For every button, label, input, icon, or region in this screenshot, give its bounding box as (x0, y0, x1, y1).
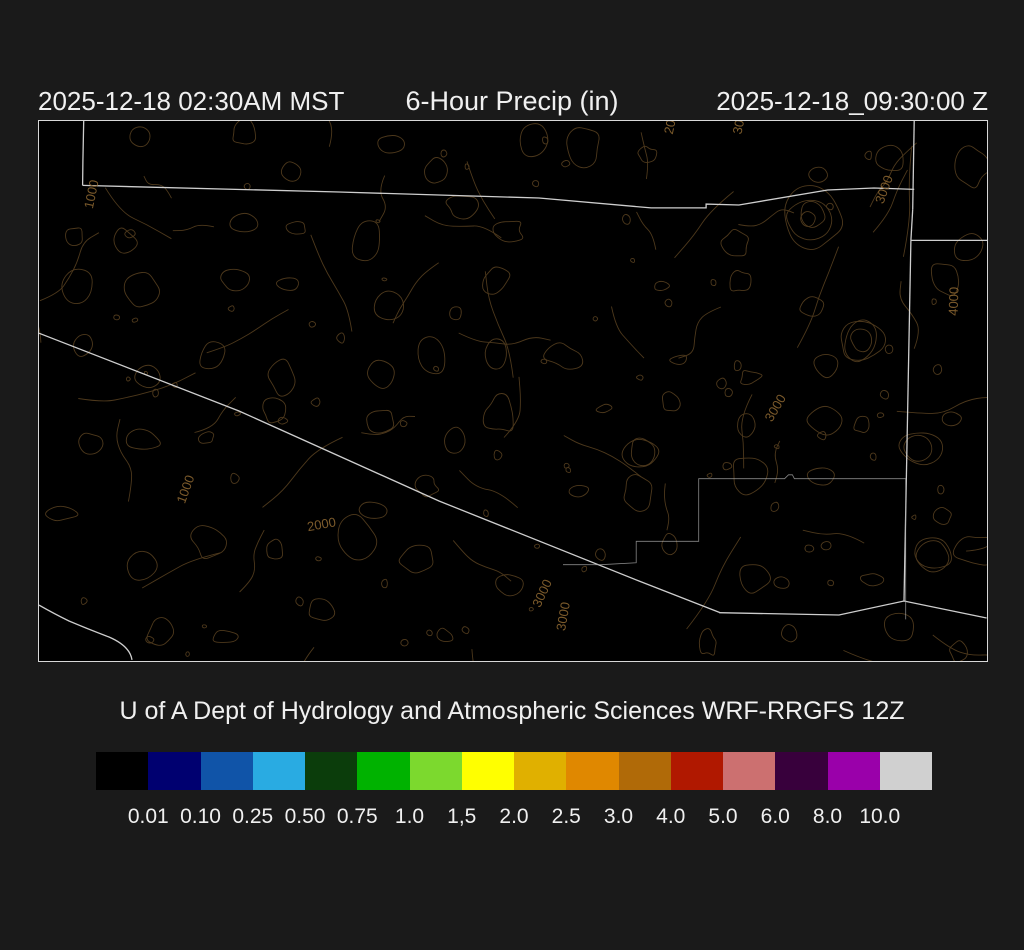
svg-text:3000: 3000 (872, 173, 896, 205)
svg-text:2000: 2000 (661, 121, 682, 136)
svg-text:2000: 2000 (306, 514, 337, 534)
svg-text:1000: 1000 (173, 473, 197, 505)
svg-text:3000: 3000 (553, 601, 573, 632)
svg-text:3000: 3000 (730, 121, 751, 136)
svg-text:4000: 4000 (946, 287, 962, 316)
svg-text:1000: 1000 (81, 178, 102, 209)
svg-text:3000: 3000 (529, 577, 555, 610)
svg-text:3000: 3000 (762, 392, 789, 425)
